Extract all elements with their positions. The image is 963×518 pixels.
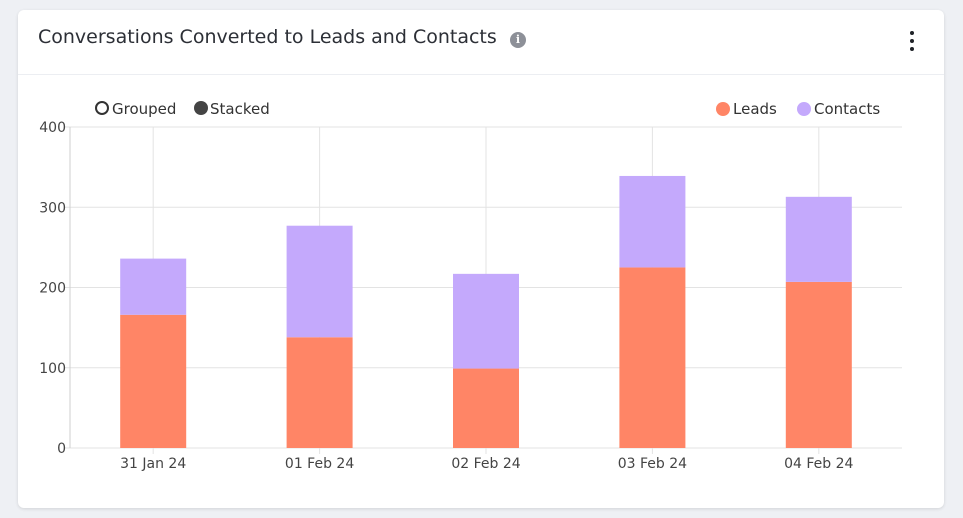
info-icon[interactable]: i	[510, 32, 526, 48]
mode-option-stacked[interactable]: Stacked	[194, 100, 270, 118]
bar-contacts-5[interactable]	[785, 196, 852, 282]
y-tick-label: 0	[57, 441, 66, 457]
bar-leads-1[interactable]	[120, 314, 187, 448]
y-tick-label: 400	[39, 120, 66, 136]
chart-card: Conversations Converted to Leads and Con…	[18, 10, 944, 508]
radio-stacked-icon	[194, 101, 208, 115]
bars-layer	[120, 175, 852, 448]
mode-label-grouped: Grouped	[112, 100, 176, 118]
legend-leads-label: Leads	[733, 100, 777, 118]
legend-contacts[interactable]: Contacts	[797, 100, 880, 118]
mode-label-stacked: Stacked	[210, 100, 270, 118]
x-tick-label: 02 Feb 24	[451, 456, 520, 472]
y-tick-label: 300	[39, 200, 66, 216]
card-title: Conversations Converted to Leads and Con…	[38, 26, 497, 48]
x-tick-label: 04 Feb 24	[784, 456, 853, 472]
bar-leads-2[interactable]	[286, 337, 353, 448]
kebab-menu-icon[interactable]	[902, 28, 922, 54]
radio-grouped-icon	[95, 101, 109, 115]
y-tick-label: 200	[39, 281, 66, 297]
mode-option-grouped[interactable]: Grouped	[95, 100, 176, 118]
bar-leads-3[interactable]	[453, 368, 519, 448]
bar-contacts-1[interactable]	[120, 258, 187, 315]
bar-leads-5[interactable]	[785, 281, 852, 448]
card-header: Conversations Converted to Leads and Con…	[18, 10, 944, 75]
stacked-bar-chart: 0 100 200 300 400 31 Jan 24 01 Feb 24 02 Feb 24…	[39, 100, 902, 472]
bar-contacts-4[interactable]	[619, 175, 686, 268]
x-tick-label: 03 Feb 24	[618, 456, 687, 472]
x-tick-label: 01 Feb 24	[285, 456, 354, 472]
bar-contacts-3[interactable]	[453, 273, 519, 369]
axis-layer: 0 100 200 300 400 31 Jan 24 01 Feb 24 02 Feb 24…	[39, 120, 853, 472]
legend-contacts-swatch	[797, 102, 811, 116]
x-tick-label: 31 Jan 24	[120, 456, 186, 472]
legend-leads[interactable]: Leads	[716, 100, 777, 118]
y-tick-label: 100	[39, 361, 66, 377]
bar-leads-4[interactable]	[619, 267, 686, 448]
legend-contacts-label: Contacts	[814, 100, 880, 118]
legend-leads-swatch	[716, 102, 730, 116]
bar-contacts-2[interactable]	[286, 225, 353, 338]
